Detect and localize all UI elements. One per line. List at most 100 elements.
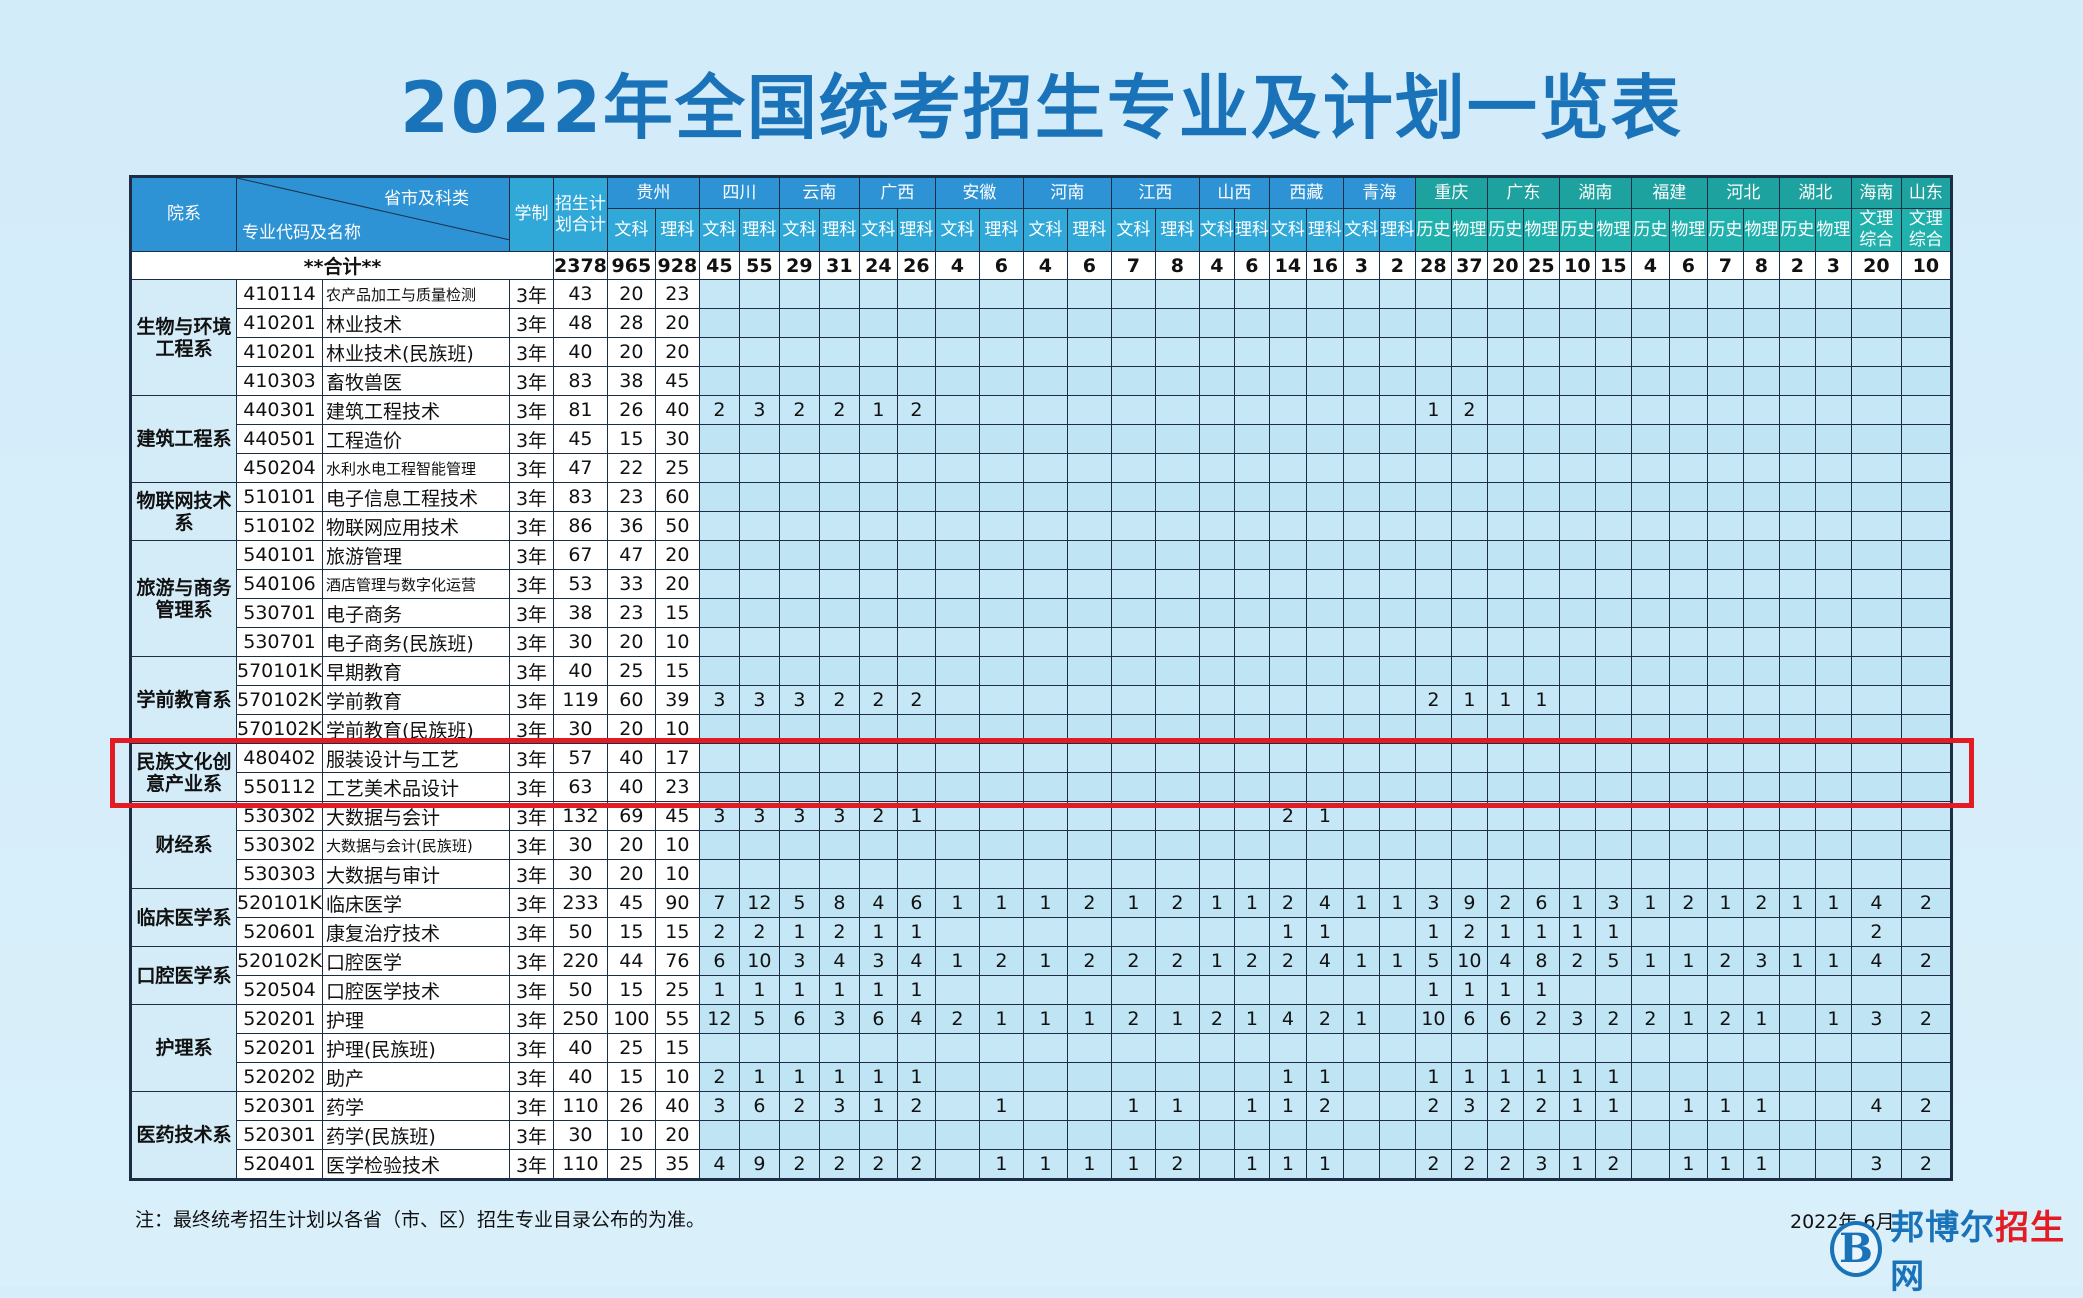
plan-value [1233,569,1270,599]
plan-value [1414,656,1452,686]
plan-value [1850,685,1902,715]
plan-value [1233,743,1270,773]
major-code: 540101 [236,540,323,570]
plan-value: 38 [606,366,656,396]
plan-value [1630,627,1670,657]
plan-value [1342,308,1380,338]
plan-value [1378,743,1416,773]
major-code: 530302 [236,830,323,860]
plan-value [1630,859,1670,889]
plan-value [978,743,1024,773]
plan-value [1668,308,1708,338]
plan-value [1233,772,1270,802]
plan-value: 36 [606,511,656,541]
plan-value [1814,395,1852,425]
plan-value: 2 [1154,888,1200,918]
plan-value: 2 [698,1062,740,1092]
totals-value: 29 [778,251,820,280]
totals-value: 4 [1198,251,1235,280]
duration: 3年 [509,598,554,628]
plan-value: 5 [1414,946,1452,976]
plan-value [1110,656,1156,686]
plan-value [934,685,980,715]
department-name: 护理系 [130,1004,237,1092]
province-header-14: 福建 [1630,176,1708,209]
plan-value [858,424,898,454]
plan-value [1706,569,1744,599]
plan-value [858,830,898,860]
duration: 3年 [509,395,554,425]
subject-header: 物理 [1742,208,1780,252]
enrollment-plan-table: 院系 省市及科类 专业代码及名称 学制 招生计划合计 贵州 四川 云南 广西 安徽 河南 江西 山西 西藏… [129,175,1953,1181]
plan-value: 2 [1850,917,1902,947]
plan-value [1742,975,1780,1005]
plan-value [1198,917,1235,947]
table-row: 520401 医学检验技术 3年 110 25 35 4 9 2 2 2 2 1 1 1 1 2 1 1 1 2 2 2 3 1… [131,1149,1952,1180]
plan-value [1900,482,1952,512]
plan-value [1305,424,1344,454]
plan-value: 6 [698,946,740,976]
table-row: 520202 助产 3年 40 15 10 2 1 1 1 1 1 1 1 1 1 1 1 1 1 [131,1062,1952,1092]
page-title: 2022年全国统考招生专业及计划一览表 [400,67,1683,149]
plan-value [1594,308,1632,338]
plan-value [698,540,740,570]
plan-value [778,1120,820,1150]
major-name: 护理(民族班) [322,1033,510,1063]
plan-value [1305,627,1344,657]
plan-value [1154,627,1200,657]
plan-value [1198,830,1235,860]
plan-value [978,279,1024,309]
major-name: 电子商务 [322,598,510,628]
plan-value [1378,656,1416,686]
plan-value [896,598,936,628]
plan-value [1414,627,1452,657]
plan-value [1022,279,1068,309]
plan-value [1066,453,1112,483]
plan-value [1198,540,1235,570]
highlight-box [110,737,1974,808]
plan-value [1630,424,1670,454]
plan-value [1268,743,1307,773]
plan-value [1742,656,1780,686]
plan-total: 48 [553,308,608,338]
province-header-10: 青海 [1342,176,1416,209]
plan-value: 26 [606,395,656,425]
plan-value [1233,453,1270,483]
plan-value [1378,1033,1416,1063]
totals-value: 8 [1742,251,1780,280]
major-name: 林业技术 [322,308,510,338]
duration: 3年 [509,337,554,367]
duration: 3年 [509,1062,554,1092]
major-name: 水利水电工程智能管理 [322,453,510,483]
plan-value: 1 [1342,1004,1380,1034]
plan-value [738,1033,780,1063]
plan-value [1558,569,1596,599]
plan-value [1305,540,1344,570]
plan-value [1378,830,1416,860]
totals-value: 26 [896,251,936,280]
plan-value [1198,975,1235,1005]
plan-value: 6 [738,1091,780,1121]
plan-value: 6 [896,888,936,918]
plan-value [1778,917,1816,947]
plan-value: 5 [1594,946,1632,976]
plan-value [1066,279,1112,309]
plan-value: 4 [1305,888,1344,918]
plan-total: 50 [553,975,608,1005]
plan-value [1022,453,1068,483]
plan-value [896,627,936,657]
plan-value: 23 [606,482,656,512]
major-name: 工程造价 [322,424,510,454]
plan-value: 23 [654,279,700,309]
major-code: 440301 [236,395,323,425]
totals-value: 37 [1450,251,1488,280]
plan-value: 2 [1066,946,1112,976]
plan-value [1850,453,1902,483]
plan-value [1558,279,1596,309]
plan-value [1022,308,1068,338]
major-name: 临床医学 [322,888,510,918]
plan-total: 86 [553,511,608,541]
plan-value [1850,1062,1902,1092]
plan-value [1522,337,1560,367]
subject-header: 文科 [1198,208,1235,252]
